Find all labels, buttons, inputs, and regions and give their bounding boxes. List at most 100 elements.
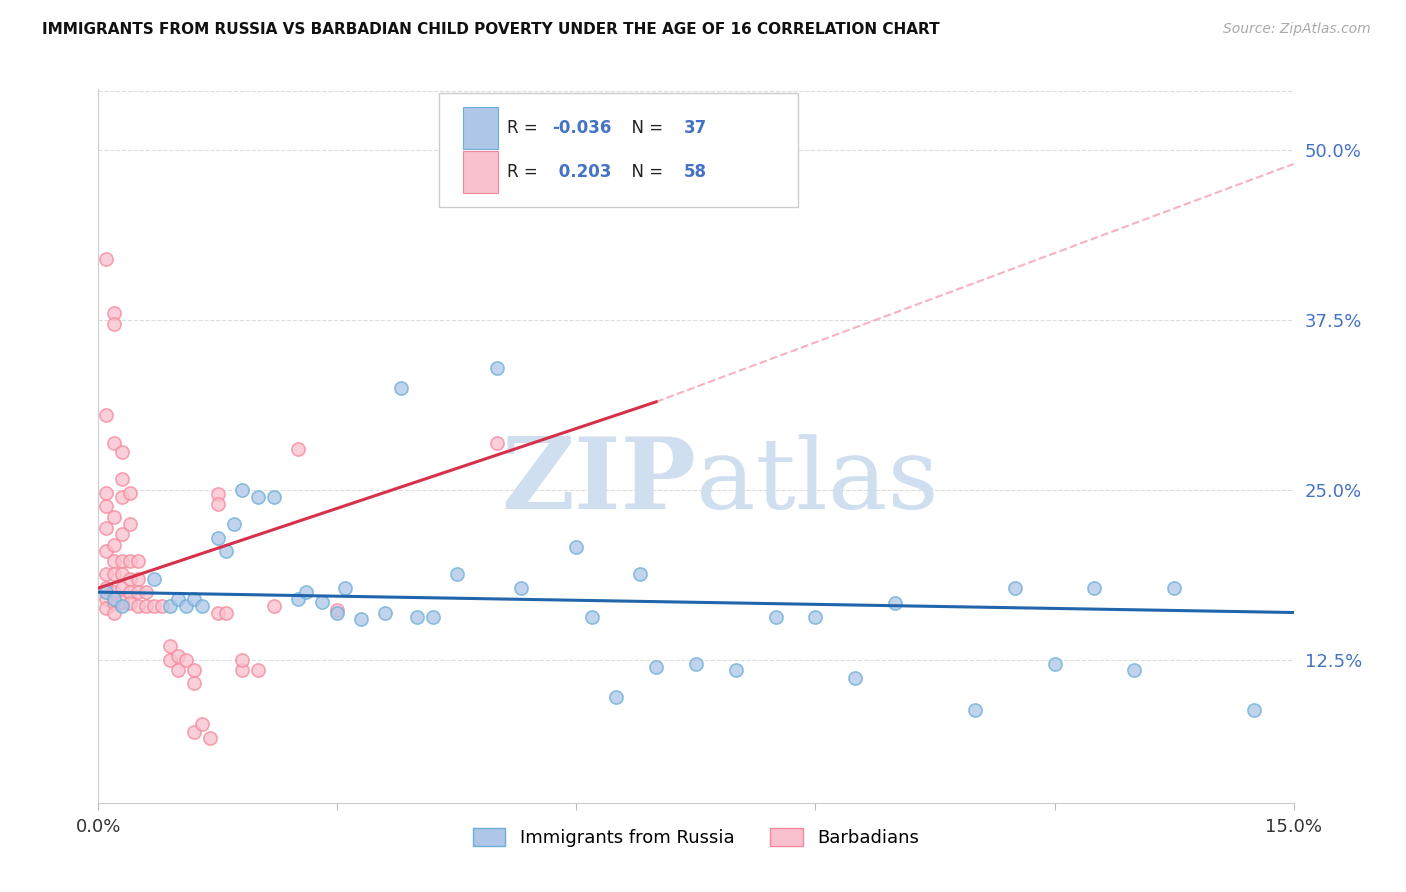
Point [103, 596, 125, 610]
Text: N =: N = [620, 162, 668, 180]
Point [246, 663, 269, 677]
Point [628, 567, 651, 582]
Point [103, 567, 125, 582]
Text: 37: 37 [685, 120, 707, 137]
Point [120, 486, 142, 500]
Point [191, 599, 214, 613]
Point [963, 703, 986, 717]
Point [111, 594, 134, 608]
Point [198, 731, 221, 745]
Point [103, 318, 125, 332]
Point [1163, 581, 1185, 595]
Point [96, 567, 118, 582]
Point [96, 409, 118, 423]
Point [389, 381, 412, 395]
Point [127, 554, 149, 568]
Point [159, 599, 181, 613]
Text: Source: ZipAtlas.com: Source: ZipAtlas.com [1223, 22, 1371, 37]
Point [96, 500, 118, 514]
Point [263, 599, 285, 613]
Point [509, 581, 531, 595]
Point [167, 591, 190, 606]
Point [174, 599, 197, 613]
Point [111, 599, 134, 613]
Point [215, 544, 238, 558]
Point [485, 435, 508, 450]
Text: N =: N = [620, 120, 668, 137]
Point [174, 653, 197, 667]
Point [111, 472, 134, 486]
Point [120, 572, 142, 586]
Point [103, 435, 125, 450]
Point [103, 591, 125, 606]
Point [326, 606, 349, 620]
Point [96, 585, 118, 599]
Text: 58: 58 [685, 162, 707, 180]
Point [263, 490, 285, 504]
Point [135, 599, 157, 613]
Text: 0.203: 0.203 [553, 162, 612, 180]
Point [159, 653, 181, 667]
Point [111, 567, 134, 582]
Point [406, 609, 429, 624]
Point [96, 581, 118, 595]
Text: -0.036: -0.036 [553, 120, 612, 137]
Point [96, 601, 118, 615]
Point [645, 660, 668, 674]
Point [605, 690, 627, 704]
Point [565, 541, 588, 555]
Text: IMMIGRANTS FROM RUSSIA VS BARBADIAN CHILD POVERTY UNDER THE AGE OF 16 CORRELATIO: IMMIGRANTS FROM RUSSIA VS BARBADIAN CHIL… [42, 22, 939, 37]
Point [120, 585, 142, 599]
Point [844, 671, 866, 685]
Point [207, 497, 229, 511]
Point [287, 442, 309, 457]
Point [311, 594, 333, 608]
Point [231, 663, 253, 677]
Point [167, 663, 190, 677]
Point [103, 537, 125, 551]
Point [96, 521, 118, 535]
Point [96, 591, 118, 606]
Point [103, 554, 125, 568]
Text: R =: R = [508, 120, 543, 137]
Text: ZIP: ZIP [501, 434, 696, 530]
Point [326, 603, 349, 617]
Point [1123, 663, 1146, 677]
Point [287, 591, 309, 606]
Point [183, 725, 205, 739]
Point [374, 606, 396, 620]
Point [350, 612, 373, 626]
Point [150, 599, 173, 613]
Point [143, 599, 166, 613]
Point [1004, 581, 1026, 595]
Point [96, 486, 118, 500]
Point [1083, 581, 1105, 595]
Point [207, 531, 229, 545]
FancyBboxPatch shape [463, 107, 498, 149]
Point [1243, 703, 1265, 717]
Text: atlas: atlas [696, 434, 939, 530]
Point [765, 609, 787, 624]
Point [96, 252, 118, 266]
Text: R =: R = [508, 162, 543, 180]
Point [103, 585, 125, 599]
Point [446, 567, 468, 582]
Point [215, 606, 238, 620]
Point [246, 490, 269, 504]
Point [335, 581, 357, 595]
Point [111, 581, 134, 595]
Point [804, 609, 827, 624]
Point [111, 445, 134, 459]
Point [183, 676, 205, 690]
Point [96, 544, 118, 558]
Point [207, 487, 229, 501]
Point [1043, 657, 1066, 672]
FancyBboxPatch shape [439, 93, 797, 207]
Point [231, 653, 253, 667]
Point [167, 648, 190, 663]
Point [120, 596, 142, 610]
Point [120, 517, 142, 532]
Point [724, 663, 747, 677]
Point [143, 572, 166, 586]
Point [103, 510, 125, 524]
